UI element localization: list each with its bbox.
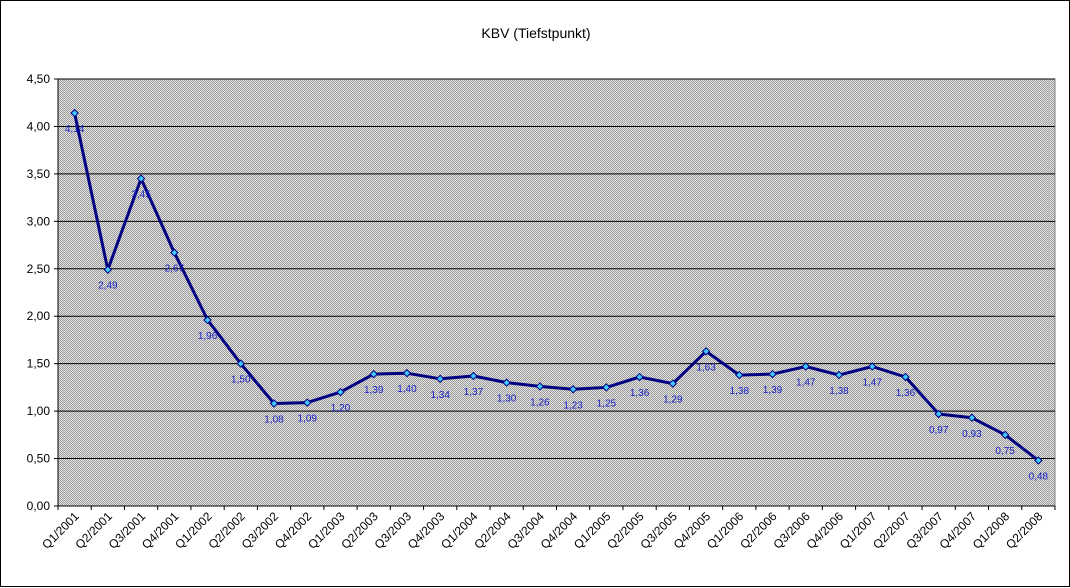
series-kbv <box>73 112 1040 462</box>
data-label: 1,36 <box>896 388 916 399</box>
data-point <box>967 413 977 422</box>
data-point <box>369 369 378 379</box>
data-point <box>834 370 844 380</box>
y-tick-label: 2,00 <box>27 309 51 323</box>
data-label: 1,30 <box>497 394 517 405</box>
data-point <box>435 374 445 384</box>
data-label: 1,26 <box>530 397 550 408</box>
data-labels: 4,14 2,49 3,45 2,67 1,96 1,50 1,08 1,09 1,20 1,39… <box>65 124 1049 482</box>
plot-area <box>57 78 1056 507</box>
data-label: 0,48 <box>1029 471 1049 482</box>
y-tick-label: 1,50 <box>27 357 51 371</box>
data-point <box>402 368 412 378</box>
data-point <box>269 399 279 408</box>
axes <box>54 78 1056 510</box>
data-label: 4,14 <box>65 124 85 135</box>
data-point <box>170 248 179 257</box>
data-label: 1,39 <box>364 385 384 396</box>
data-label: 1,29 <box>663 395 683 406</box>
gridlines <box>58 78 1055 460</box>
data-label: 1,47 <box>796 378 816 389</box>
y-tick-label: 4,00 <box>27 119 51 133</box>
data-label: 3,45 <box>131 190 151 201</box>
y-tick-label: 3,50 <box>27 167 51 181</box>
data-label: 1,23 <box>563 400 583 411</box>
data-point <box>801 362 810 371</box>
series-line <box>73 112 1040 462</box>
data-point <box>303 398 312 407</box>
data-point <box>1000 430 1010 440</box>
x-tick-labels: Q1/2001Q2/2001Q3/2001Q4/2001Q1/2002Q2/20… <box>39 509 1045 552</box>
y-tick-label: 1,00 <box>27 404 51 418</box>
data-point <box>602 383 611 392</box>
data-point <box>701 347 711 356</box>
data-label: 1,20 <box>331 403 351 414</box>
data-point <box>103 265 113 274</box>
x-tick-label: Q2/2008 <box>1003 509 1046 552</box>
data-label: 1,63 <box>696 362 716 373</box>
y-tick-label: 0,00 <box>27 499 51 513</box>
y-tick-label: 2,50 <box>27 262 51 276</box>
data-label: 1,39 <box>763 385 783 396</box>
data-point <box>635 372 644 382</box>
data-point <box>1034 456 1043 465</box>
data-label: 2,49 <box>98 281 118 292</box>
data-label: 0,93 <box>962 429 982 440</box>
data-label: 1,09 <box>298 414 318 425</box>
data-points <box>70 108 1043 465</box>
data-label: 1,38 <box>829 386 849 397</box>
data-label: 0,75 <box>995 446 1015 457</box>
data-point <box>934 409 943 419</box>
data-point <box>469 371 478 381</box>
data-point <box>70 108 79 118</box>
y-tick-label: 0,50 <box>27 452 51 466</box>
data-label: 1,38 <box>730 386 750 397</box>
data-point <box>336 387 345 397</box>
data-point <box>502 378 511 387</box>
data-point <box>735 370 744 380</box>
data-label: 1,47 <box>862 378 882 389</box>
data-label: 1,96 <box>198 331 218 342</box>
data-point <box>568 385 578 394</box>
data-label: 1,34 <box>430 390 450 401</box>
data-label: 1,36 <box>630 388 650 399</box>
data-label: 1,37 <box>464 387 484 398</box>
data-point <box>203 315 212 325</box>
y-tick-labels: 0,00 0,50 1,00 1,50 2,00 2,50 3,00 3,50 4,00 4,50 <box>27 72 51 513</box>
data-label: 0,97 <box>929 425 949 436</box>
y-tick-label: 3,00 <box>27 214 51 228</box>
data-point <box>867 362 877 371</box>
data-point <box>136 174 146 183</box>
data-label: 1,40 <box>397 384 417 395</box>
data-label: 1,08 <box>264 415 284 426</box>
data-point <box>901 372 910 382</box>
data-point <box>535 382 545 391</box>
data-label: 1,25 <box>597 398 617 409</box>
data-point <box>668 379 678 388</box>
chart-title: KBV (Tiefstpunkt) <box>481 25 590 41</box>
y-tick-label: 4,50 <box>27 72 51 86</box>
data-point <box>768 369 777 379</box>
data-label: 2,67 <box>165 264 185 275</box>
data-point <box>236 359 246 368</box>
data-label: 1,50 <box>231 375 251 386</box>
